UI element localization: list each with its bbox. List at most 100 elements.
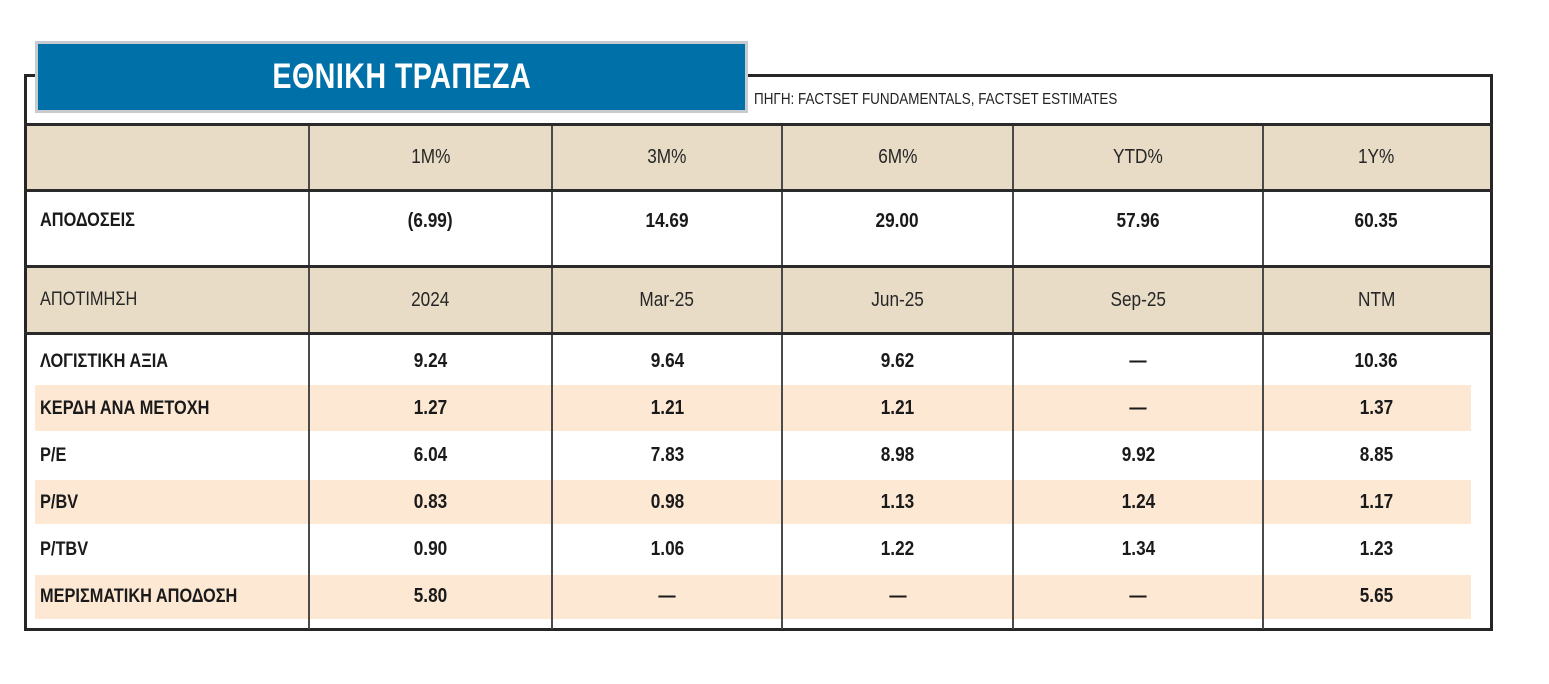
row-label-cell: ΛΟΓΙΣΤΙΚΗ ΑΞΙΑ: [27, 338, 309, 385]
column-header-label: 2024: [411, 288, 450, 311]
value: —: [1129, 397, 1147, 419]
row-label: ΜΕΡΙΣΜΑΤΙΚΗ ΑΠΟΔΟΣΗ: [40, 585, 238, 607]
column-header: 1M%: [309, 126, 552, 189]
row-label-cell: P/BV: [27, 479, 309, 526]
value-cell: 9.64: [552, 338, 782, 385]
row-label-cell: ΑΠΟΔΟΣΕΙΣ: [27, 192, 309, 250]
value: 7.83: [650, 444, 684, 466]
row-label-cell: ΚΕΡΔΗ ΑΝΑ ΜΕΤΟΧΗ: [27, 385, 309, 432]
value-cell: 0.98: [552, 479, 782, 526]
value-cell: 1.06: [552, 526, 782, 573]
divider: [24, 123, 1493, 126]
row-label: ΛΟΓΙΣΤΙΚΗ ΑΞΙΑ: [40, 350, 169, 372]
row-dividend-yield: ΜΕΡΙΣΜΑΤΙΚΗ ΑΠΟΔΟΣΗ 5.80 — — — 5.65: [27, 573, 1490, 620]
row-label-cell: ΜΕΡΙΣΜΑΤΙΚΗ ΑΠΟΔΟΣΗ: [27, 573, 309, 620]
value-cell: —: [1013, 573, 1263, 620]
returns-header-band: [27, 126, 1490, 189]
value-cell: 1.21: [782, 385, 1013, 432]
value-cell: 0.83: [309, 479, 552, 526]
value: 6.04: [413, 444, 448, 466]
divider: [24, 332, 1493, 335]
value: 1.34: [1121, 538, 1155, 560]
value: 10.36: [1354, 350, 1399, 372]
column-header-label: Jun-25: [871, 288, 924, 311]
column-header-label: 6M%: [877, 146, 918, 168]
column-header: NTM: [1263, 268, 1490, 332]
value-cell: 9.92: [1013, 432, 1263, 479]
value: 60.35: [1354, 209, 1399, 232]
value: 1.06: [650, 538, 684, 560]
value-cell: 10.36: [1263, 338, 1490, 385]
column-divider: [781, 125, 783, 629]
column-header: 2024: [309, 268, 552, 332]
row-stripe: [35, 385, 1471, 431]
divider: [24, 265, 1493, 268]
value-cell: 1.17: [1263, 479, 1490, 526]
value: —: [1129, 585, 1147, 607]
value: 1.37: [1359, 397, 1394, 419]
row-label-cell: P/E: [27, 432, 309, 479]
divider: [24, 189, 1493, 192]
value-cell: 6.04: [309, 432, 552, 479]
value-cell: 1.22: [782, 526, 1013, 573]
value-cell: 14.69: [552, 192, 782, 250]
row-ptbv: P/TBV 0.90 1.06 1.22 1.34 1.23: [27, 526, 1490, 573]
value: 5.80: [413, 585, 448, 607]
value-cell: 9.62: [782, 338, 1013, 385]
value-cell: 1.24: [1013, 479, 1263, 526]
column-header-label: 1M%: [410, 146, 451, 168]
section-label: ΑΠΟΤΙΜΗΣΗ: [40, 289, 138, 310]
value: 0.90: [413, 538, 448, 560]
value-cell: 5.80: [309, 573, 552, 620]
value-cell: 1.27: [309, 385, 552, 432]
value: 1.21: [650, 397, 684, 419]
column-header-label: 1Y%: [1358, 146, 1395, 168]
value-cell: 1.34: [1013, 526, 1263, 573]
row-book-value: ΛΟΓΙΣΤΙΚΗ ΑΞΙΑ 9.24 9.64 9.62 — 10.36: [27, 338, 1490, 385]
row-pe: P/E 6.04 7.83 8.98 9.92 8.85: [27, 432, 1490, 479]
value-cell: 5.65: [1263, 573, 1490, 620]
column-header-label: YTD%: [1113, 146, 1163, 168]
value-cell: 0.90: [309, 526, 552, 573]
value-cell: 60.35: [1263, 192, 1490, 250]
value: 1.22: [880, 538, 915, 560]
value: 5.65: [1359, 585, 1394, 607]
value-cell: —: [552, 573, 782, 620]
column-header: 1Y%: [1263, 126, 1490, 189]
valuation-header-row: ΑΠΟΤΙΜΗΣΗ 2024 Mar-25 Jun-25 Sep-25 NTM: [27, 268, 1490, 332]
column-header-label: Mar-25: [639, 288, 695, 311]
value: —: [1129, 350, 1147, 372]
value-cell: 8.98: [782, 432, 1013, 479]
column-divider: [551, 125, 553, 629]
value: 57.96: [1116, 209, 1160, 232]
valuation-header-band: [27, 268, 1490, 332]
row-label: ΑΠΟΔΟΣΕΙΣ: [40, 210, 135, 231]
value-cell: 1.21: [552, 385, 782, 432]
value-cell: 8.85: [1263, 432, 1490, 479]
row-pbv: P/BV 0.83 0.98 1.13 1.24 1.17: [27, 479, 1490, 526]
value: 1.23: [1359, 538, 1394, 560]
value: 9.24: [413, 350, 448, 372]
value: 9.62: [880, 350, 915, 372]
row-label: P/TBV: [40, 538, 89, 560]
value-cell: 9.24: [309, 338, 552, 385]
row-stripe: [35, 575, 1471, 619]
row-label: P/BV: [40, 491, 79, 513]
value: 9.92: [1121, 444, 1155, 466]
row-label-cell: P/TBV: [27, 526, 309, 573]
row-stripe: [35, 480, 1471, 524]
value-cell: 7.83: [552, 432, 782, 479]
value: 8.85: [1359, 444, 1394, 466]
value: 1.17: [1359, 491, 1394, 513]
title-banner: ΕΘΝΙΚΗ ΤΡΑΠΕΖΑ: [35, 41, 748, 113]
column-header-label: Sep-25: [1110, 288, 1166, 311]
section-label-cell: ΑΠΟΤΙΜΗΣΗ: [27, 268, 309, 332]
column-divider: [1012, 125, 1014, 629]
value: 8.98: [880, 444, 915, 466]
row-eps: ΚΕΡΔΗ ΑΝΑ ΜΕΤΟΧΗ 1.27 1.21 1.21 — 1.37: [27, 385, 1490, 432]
column-header: 3M%: [552, 126, 782, 189]
value: 29.00: [875, 209, 920, 232]
column-header: YTD%: [1013, 126, 1263, 189]
column-header: Sep-25: [1013, 268, 1263, 332]
row-returns: ΑΠΟΔΟΣΕΙΣ (6.99) 14.69 29.00 57.96 60.35: [27, 192, 1490, 250]
